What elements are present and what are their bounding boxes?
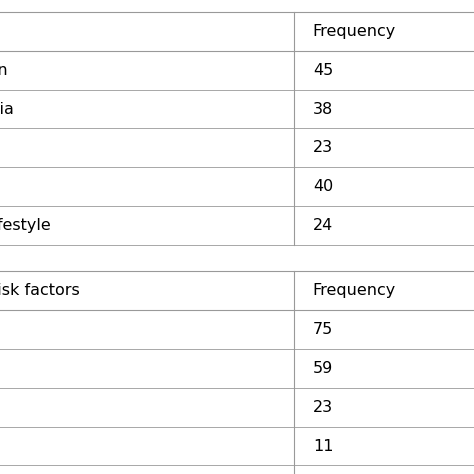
Text: Number of risk factors: Number of risk factors [0,283,80,298]
Text: 23: 23 [313,400,333,415]
Text: Frequency: Frequency [313,283,396,298]
Text: 23: 23 [313,140,333,155]
Text: 40: 40 [313,179,333,194]
Text: 24: 24 [313,218,333,233]
Text: 11: 11 [313,438,333,454]
Text: 59: 59 [313,361,333,376]
Text: 38: 38 [313,101,333,117]
Text: Frequency: Frequency [313,24,396,39]
Text: Hypertension: Hypertension [0,63,8,78]
Text: 45: 45 [313,63,333,78]
Text: Dyslipidaemia: Dyslipidaemia [0,101,14,117]
Text: 75: 75 [313,322,333,337]
Text: Sedentary lifestyle: Sedentary lifestyle [0,218,51,233]
